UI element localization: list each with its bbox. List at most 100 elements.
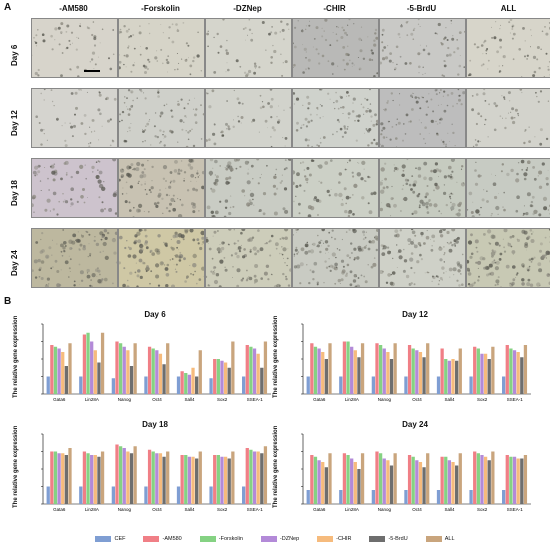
bar: [133, 446, 137, 504]
bar: [455, 465, 459, 504]
bar: [346, 341, 350, 394]
bar-chart: Day 24 Gata6 Lin28A Nanog Oct4 Sall4 Sox2 SSEA-…: [273, 418, 535, 520]
bar: [191, 456, 195, 504]
bar: [213, 455, 217, 504]
x-tick-label: Oct4: [412, 397, 422, 402]
bar: [176, 486, 181, 504]
legend: CEF -AM580 -Forskolin -DZNep -CHIR -5-BrdU ALL: [0, 532, 550, 546]
x-tick-label: Lin28A: [345, 397, 359, 402]
x-tick-label: SSEA-1: [507, 397, 524, 402]
bar: [393, 343, 397, 394]
bar: [350, 346, 354, 394]
bar: [317, 460, 321, 504]
bar: [227, 367, 231, 394]
bar: [155, 350, 159, 394]
bar: [180, 371, 184, 394]
x-tick-label: Sall4: [445, 397, 456, 402]
micrograph: [205, 158, 292, 218]
bar: [50, 451, 54, 504]
bar: [357, 357, 361, 394]
bar: [389, 359, 394, 394]
micrograph: [466, 228, 550, 288]
chart-title: Day 12: [402, 310, 428, 319]
bar: [404, 376, 408, 394]
bar: [245, 448, 249, 504]
bar: [371, 490, 375, 504]
bar: [350, 458, 354, 504]
micrograph: [379, 88, 466, 148]
x-tick-label: Oct4: [152, 507, 162, 512]
x-tick-label: SSEA-1: [507, 507, 524, 512]
bar: [378, 453, 383, 504]
scale-bar: [84, 70, 100, 72]
chart-plot: Gata6 Lin28A Nanog Oct4 Sall4 Sox2 SSEA-1: [301, 433, 531, 512]
bar: [346, 455, 350, 504]
bar: [371, 376, 375, 394]
bar: [328, 343, 332, 394]
panel-label-b: B: [4, 296, 12, 307]
bar: [50, 345, 54, 394]
bar: [184, 455, 188, 504]
bar: [447, 360, 452, 394]
bar: [509, 348, 513, 394]
x-tick-label: Sall4: [185, 397, 196, 402]
panel-label-a: A: [4, 2, 12, 13]
bar: [447, 460, 452, 504]
micrograph: [292, 88, 379, 148]
x-tick-label: Lin28A: [85, 397, 99, 402]
row-label: Day 24: [10, 250, 19, 276]
bar: [389, 465, 394, 504]
bar: [444, 359, 448, 394]
bar: [386, 352, 390, 394]
bar: [162, 364, 166, 394]
chart-title: Day 18: [142, 420, 168, 429]
bar: [166, 343, 170, 394]
bar: [180, 455, 184, 504]
bar: [249, 449, 253, 504]
bar: [46, 486, 50, 504]
x-tick-label: SSEA-1: [247, 397, 264, 402]
bar: [97, 362, 101, 394]
bar: [520, 357, 524, 394]
bar: [187, 456, 192, 504]
bar: [418, 462, 423, 504]
bar: [523, 345, 528, 394]
bar-chart: Day 18 Gata6 Lin28A Nanog Oct4 Sall4 Sox2 SSEA-…: [13, 418, 275, 520]
legend-item: -5-BrdU: [369, 536, 408, 542]
bar: [458, 453, 462, 504]
bar: [310, 343, 314, 394]
bar: [231, 451, 235, 504]
bar: [426, 453, 430, 504]
bar: [440, 456, 444, 504]
micrograph: [205, 18, 292, 78]
chart-plot: Gata6 Lin28A Nanog Oct4 Sall4 Sox2 SSEA-1: [41, 433, 271, 512]
bar: [480, 353, 484, 394]
bar: [162, 456, 166, 504]
bar: [426, 343, 430, 394]
micrograph: [205, 228, 292, 288]
row-label: Day 12: [10, 110, 19, 136]
x-tick-label: Sox2: [217, 507, 228, 512]
x-tick-label: Nanog: [378, 507, 392, 512]
bar: [451, 462, 455, 504]
x-tick-label: Oct4: [412, 507, 422, 512]
bar: [386, 460, 390, 504]
bar: [382, 348, 386, 394]
bar: [252, 451, 257, 504]
micrograph: [379, 228, 466, 288]
bar: [68, 343, 72, 394]
bar: [440, 348, 444, 394]
legend-swatch: [95, 536, 112, 542]
bar: [491, 346, 495, 394]
bar: [155, 453, 159, 504]
row-label: Day 6: [10, 44, 19, 66]
y-axis-label: The relative gene expression: [13, 315, 19, 398]
legend-swatch: [199, 536, 216, 542]
micrograph: [205, 88, 292, 148]
bar: [46, 376, 50, 394]
bar: [476, 348, 480, 394]
legend-swatch: [369, 536, 386, 542]
bar: [93, 455, 97, 504]
legend-label: -CHIR: [336, 536, 352, 542]
bar: [436, 490, 441, 504]
